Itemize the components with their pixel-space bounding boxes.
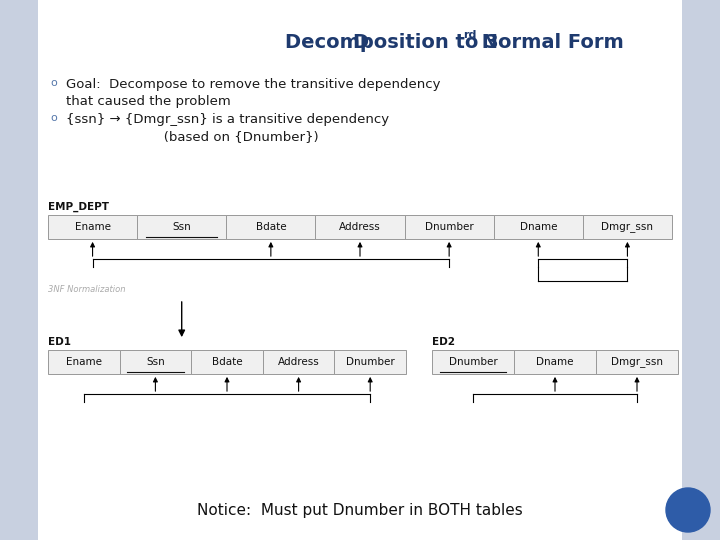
Bar [682, 0, 720, 540]
Bar [405, 215, 494, 239]
Text: rd: rd [463, 30, 477, 40]
Text: ED1: ED1 [48, 337, 71, 347]
Text: o: o [50, 113, 57, 123]
Text: Notice:  Must put Dnumber in BOTH tables: Notice: Must put Dnumber in BOTH tables [197, 503, 523, 517]
Text: Dnumber: Dnumber [425, 222, 474, 232]
Bar [494, 215, 583, 239]
Bar [0, 0, 38, 540]
Bar [334, 350, 406, 374]
Text: Ename: Ename [66, 357, 102, 367]
Text: Dmgr_ssn: Dmgr_ssn [601, 221, 654, 232]
Text: {ssn} → {Dmgr_ssn} is a transitive dependency: {ssn} → {Dmgr_ssn} is a transitive depen… [66, 113, 389, 126]
Text: Ssn: Ssn [172, 222, 191, 232]
Bar [432, 350, 514, 374]
Bar [315, 215, 405, 239]
Text: Normal Form: Normal Form [475, 32, 624, 51]
Bar [120, 350, 192, 374]
Bar [48, 215, 137, 239]
Bar [583, 215, 672, 239]
Bar [226, 215, 315, 239]
Text: D: D [352, 32, 368, 51]
Text: Dmgr_ssn: Dmgr_ssn [611, 356, 663, 367]
Bar [192, 350, 263, 374]
Bar [137, 215, 226, 239]
Text: o: o [50, 78, 57, 88]
Text: Bdate: Bdate [256, 222, 286, 232]
Bar [48, 350, 120, 374]
Text: Ssn: Ssn [146, 357, 165, 367]
Bar [596, 350, 678, 374]
Text: Bdate: Bdate [212, 357, 243, 367]
Text: ED2: ED2 [432, 337, 455, 347]
Bar [514, 350, 596, 374]
Text: that caused the problem: that caused the problem [66, 95, 230, 108]
Text: Dnumber: Dnumber [449, 357, 498, 367]
Text: (based on {Dnumber}): (based on {Dnumber}) [66, 130, 319, 143]
Text: Decomposition to 3: Decomposition to 3 [285, 32, 499, 51]
Text: Address: Address [339, 222, 381, 232]
Text: Dnumber: Dnumber [346, 357, 395, 367]
Text: Dname: Dname [520, 222, 557, 232]
Text: Address: Address [278, 357, 320, 367]
Circle shape [666, 488, 710, 532]
Text: Dname: Dname [536, 357, 574, 367]
Text: 3NF Normalization: 3NF Normalization [48, 285, 125, 294]
Bar [263, 350, 334, 374]
Text: Ename: Ename [75, 222, 111, 232]
Text: Goal:  Decompose to remove the transitive dependency: Goal: Decompose to remove the transitive… [66, 78, 441, 91]
Text: EMP_DEPT: EMP_DEPT [48, 202, 109, 212]
